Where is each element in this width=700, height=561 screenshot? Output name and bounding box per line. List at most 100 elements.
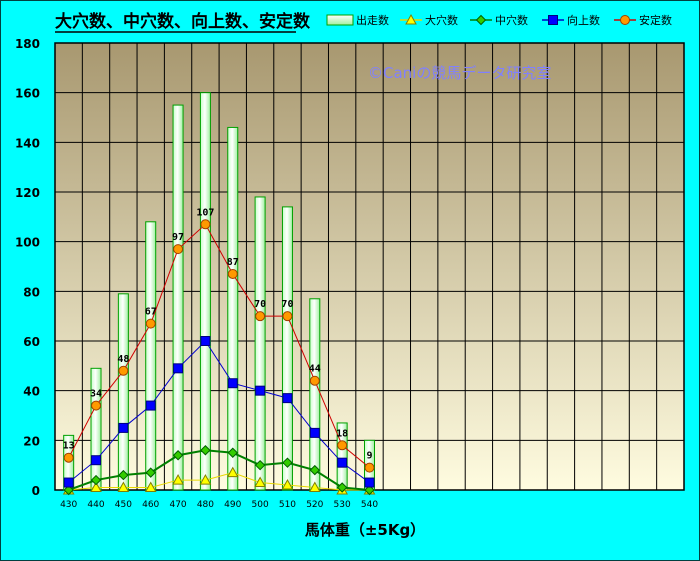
legend: 出走数 大穴数 中穴数 向上数 安定数 [326,13,672,27]
data-point [309,427,320,438]
data-point [282,457,293,468]
x-tick-label: 470 [169,500,186,510]
data-point [145,318,156,329]
data-point [118,422,129,433]
data-label: 18 [336,428,348,439]
legend-label: 向上数 [567,13,600,27]
data-point [282,393,293,404]
data-point [336,482,348,493]
data-point [364,462,375,473]
series-line [68,472,370,491]
x-tick-label: 500 [252,500,269,510]
y-tick-label: 60 [23,335,40,349]
data-label: 67 [145,307,157,318]
x-tick-label: 460 [142,500,159,510]
data-point [282,311,293,322]
x-tick-label: 520 [306,500,323,510]
data-point [144,481,157,493]
legend-marker [475,14,487,26]
bar [145,221,157,491]
data-label: 107 [196,207,214,218]
data-label: 9 [366,451,372,462]
data-point [173,363,184,374]
legend-marker [548,15,558,25]
x-tick-label: 530 [334,500,351,510]
y-tick-label: 180 [15,37,40,51]
bar [199,92,211,491]
data-label: 97 [172,232,184,243]
legend-label: 大穴数 [425,13,458,27]
data-point [255,385,266,396]
bar [281,206,293,491]
data-point [63,484,74,496]
legend-label: 出走数 [356,13,389,27]
data-point [118,365,129,376]
chart-title: 大穴数、中穴数、向上数、安定数 [55,11,311,32]
data-point [308,481,321,493]
x-tick-label: 540 [361,500,378,510]
x-tick-label: 490 [224,500,241,510]
data-point [364,484,375,496]
legend-marker [620,15,630,25]
data-point [199,474,212,485]
y-tick-label: 0 [32,484,40,498]
data-point [90,481,102,493]
y-tick-label: 140 [15,136,40,150]
data-point [254,476,266,488]
data-point [117,481,130,493]
data-point [200,336,211,346]
data-point [63,477,74,488]
data-point [309,464,321,476]
x-tick-label: 510 [279,500,296,510]
bar [309,298,321,491]
data-label: 87 [227,257,239,268]
bar [172,104,184,491]
y-tick-label: 160 [15,87,40,101]
data-label: 48 [117,354,129,365]
data-label: 13 [63,441,75,452]
bar [227,126,239,491]
data-point [145,467,156,478]
x-tick-label: 480 [197,500,214,510]
data-point [172,450,184,461]
plot-area: 0 20 40 60 80 100 120 140 160 180 430 440 450 460 470 4… [15,37,685,510]
data-label: 70 [254,299,266,310]
plot-background [55,43,684,490]
data-point [173,244,184,255]
data-point [118,469,129,481]
data-point [90,474,102,486]
x-axis-title: 馬体重（±5Kg） [305,521,425,539]
data-label: 70 [281,299,293,310]
data-point [364,477,375,488]
y-tick-label: 100 [15,236,40,250]
data-point [227,447,238,458]
y-tick-label: 80 [23,285,40,299]
data-point [281,479,294,490]
data-point [337,457,348,468]
legend-marker [405,13,417,25]
legend-label: 中穴数 [495,13,528,27]
series-line [68,449,370,491]
data-point [91,455,102,466]
x-tick-label: 430 [60,500,77,510]
y-tick-label: 120 [15,186,40,200]
data-point [227,268,238,279]
data-point [200,219,211,230]
x-tick-label: 440 [87,500,104,510]
data-label: 34 [90,389,102,400]
data-point [227,378,238,389]
y-tick-label: 40 [23,385,40,399]
bar [254,196,266,491]
data-point [255,311,266,322]
data-point [226,466,239,478]
data-label: 44 [309,364,321,375]
data-point [200,445,211,456]
data-point [337,440,348,451]
bar [90,367,102,491]
bar [117,293,129,491]
series-line [68,223,370,469]
data-point [172,474,184,485]
legend-swatch [326,14,354,26]
